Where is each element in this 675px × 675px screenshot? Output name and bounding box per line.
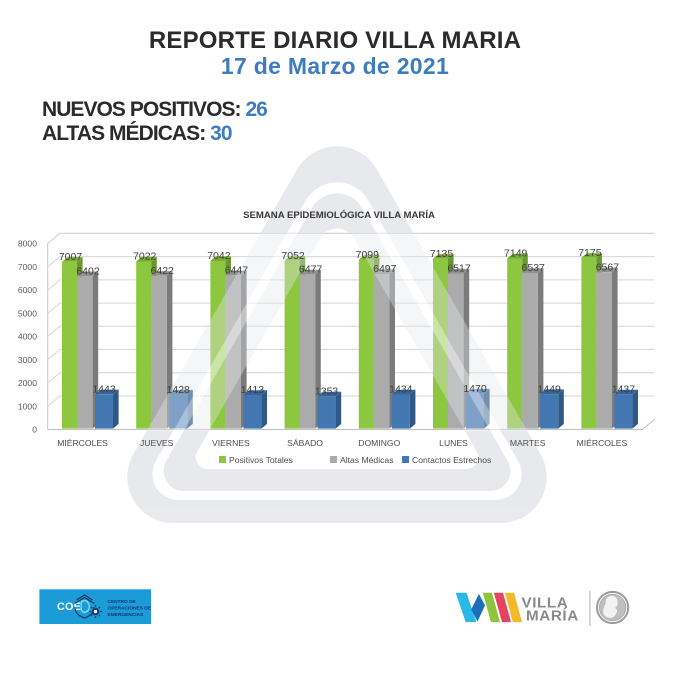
svg-text:OPERACIONES DE: OPERACIONES DE (108, 605, 152, 611)
svg-text:7135: 7135 (430, 248, 454, 260)
svg-text:1437: 1437 (612, 384, 636, 396)
svg-text:0: 0 (32, 425, 37, 435)
svg-text:6497: 6497 (373, 263, 397, 275)
svg-text:7007: 7007 (59, 251, 83, 263)
svg-text:MIÉRCOLES: MIÉRCOLES (57, 438, 108, 448)
svg-text:1428: 1428 (167, 384, 191, 396)
svg-text:6477: 6477 (299, 264, 323, 276)
svg-text:6422: 6422 (151, 265, 175, 277)
svg-text:1353: 1353 (315, 386, 339, 398)
svg-text:VIERNES: VIERNES (212, 438, 250, 448)
svg-text:7000: 7000 (18, 262, 37, 272)
svg-text:Contactos Estrechos: Contactos Estrechos (412, 455, 491, 465)
svg-text:6567: 6567 (596, 262, 620, 274)
svg-text:MARTES: MARTES (510, 438, 546, 448)
svg-text:7022: 7022 (133, 251, 157, 263)
svg-text:6537: 6537 (522, 262, 546, 274)
svg-text:MARÍA: MARÍA (526, 607, 579, 624)
svg-text:CENTRO DE: CENTRO DE (108, 599, 137, 605)
svg-text:7099: 7099 (356, 249, 380, 261)
svg-text:7149: 7149 (504, 248, 528, 260)
svg-text:1413: 1413 (241, 384, 265, 396)
svg-text:Positivos Totales: Positivos Totales (229, 455, 293, 465)
svg-text:EMERGENCIAS: EMERGENCIAS (108, 612, 145, 618)
svg-text:3000: 3000 (18, 355, 37, 365)
svg-text:1470: 1470 (463, 383, 487, 395)
svg-text:2000: 2000 (18, 378, 37, 388)
svg-text:MIÉRCOLES: MIÉRCOLES (577, 438, 628, 448)
svg-text:1000: 1000 (18, 401, 37, 411)
svg-text:7042: 7042 (207, 250, 231, 262)
svg-text:7052: 7052 (281, 250, 305, 262)
svg-text:1443: 1443 (92, 384, 116, 396)
svg-text:DOMINGO: DOMINGO (358, 438, 400, 448)
svg-text:6517: 6517 (447, 263, 471, 275)
svg-text:8000: 8000 (18, 239, 37, 249)
svg-text:Altas Médicas: Altas Médicas (340, 455, 394, 465)
svg-text:SÁBADO: SÁBADO (287, 438, 323, 448)
svg-text:VILLA: VILLA (522, 594, 569, 611)
svg-text:1434: 1434 (389, 384, 413, 396)
svg-text:7175: 7175 (578, 247, 602, 259)
svg-text:4000: 4000 (18, 332, 37, 342)
svg-text:6000: 6000 (18, 285, 37, 295)
svg-text:1449: 1449 (538, 383, 562, 395)
svg-text:6402: 6402 (76, 265, 100, 277)
svg-text:JUEVES: JUEVES (140, 438, 174, 448)
svg-text:5000: 5000 (18, 308, 37, 318)
svg-text:LUNES: LUNES (439, 438, 468, 448)
svg-text:6447: 6447 (225, 264, 249, 276)
svg-text:SEMANA EPIDEMIOLÓGICA VILLA MA: SEMANA EPIDEMIOLÓGICA VILLA MARÍA (243, 209, 435, 221)
